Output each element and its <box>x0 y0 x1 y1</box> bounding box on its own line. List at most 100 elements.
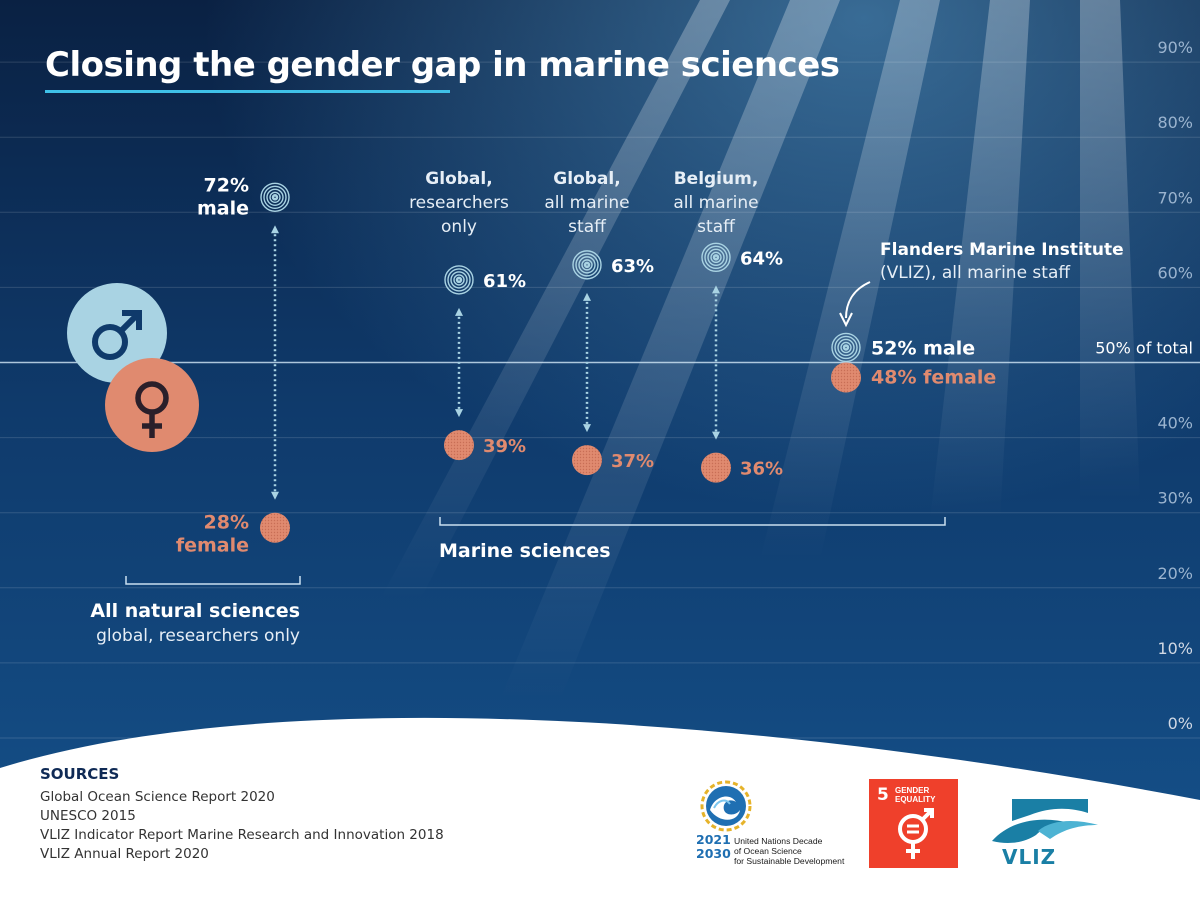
category-header: staff <box>697 217 736 237</box>
category-header: staff <box>568 217 607 237</box>
y-tick-label: 50% of total <box>1095 339 1193 358</box>
vliz-wordmark: VLIZ <box>1002 845 1057 869</box>
male-point-global-staff <box>572 250 602 280</box>
page-title: Closing the gender gap in marine science… <box>45 45 840 85</box>
male-point-all-natural <box>260 182 290 212</box>
male-ring <box>581 259 593 271</box>
sdg5-logo: 5 GENDER EQUALITY <box>869 779 958 868</box>
bracket-marine-sciences <box>439 517 946 526</box>
female-point-vliz <box>831 362 861 393</box>
male-point-vliz <box>831 332 861 363</box>
category-header: only <box>441 217 477 237</box>
female-point-belgium-staff <box>701 452 731 483</box>
bracket-natural-sciences <box>125 576 301 585</box>
vliz-wave-icon <box>992 799 1098 843</box>
male-symbol-stem <box>118 313 139 334</box>
source-item: VLIZ Annual Report 2020 <box>40 846 209 862</box>
male-ring <box>572 250 602 280</box>
sdg-label-line: EQUALITY <box>895 795 936 804</box>
male-ring <box>704 245 728 270</box>
group-subtitle: global, researchers only <box>96 626 300 646</box>
male-ring <box>453 274 465 286</box>
category-header: (VLIZ), all marine staff <box>880 263 1071 283</box>
female-value-label: 28% <box>204 512 249 534</box>
male-value-label: 72% <box>204 174 249 196</box>
male-value-label: 64% <box>740 248 783 269</box>
source-item: Global Ocean Science Report 2020 <box>40 789 275 805</box>
male-ring <box>578 256 596 274</box>
category-header: Global, <box>425 169 492 189</box>
female-point-all-natural <box>260 512 290 543</box>
un-decade-text: United Nations Decade of Ocean Science f… <box>734 836 844 866</box>
male-ring <box>271 194 279 201</box>
un-decade-years: 2021 2030 <box>696 833 731 861</box>
male-ring <box>263 185 287 209</box>
male-ring <box>583 261 591 269</box>
male-ring <box>710 251 722 264</box>
male-ring <box>842 344 850 351</box>
group-title: All natural sciences <box>90 600 300 622</box>
source-item: VLIZ Indicator Report Marine Research an… <box>40 827 444 843</box>
y-tick-label: 70% <box>1157 188 1193 207</box>
y-tick-label: 30% <box>1157 489 1193 508</box>
male-ring <box>575 253 599 277</box>
male-ring <box>840 341 852 354</box>
chart-marks: 72%male 28%female 61% 39% Global, researchers… <box>67 169 1124 646</box>
male-ring <box>707 248 725 267</box>
un-year-end: 2030 <box>696 846 731 861</box>
y-axis: 0% 10% 20% 30% 40% 50% of total 60% 70% 80% 90% <box>1095 38 1193 733</box>
female-symbol-disc <box>105 358 199 452</box>
y-tick-label: 20% <box>1157 564 1193 583</box>
male-ring <box>701 242 731 273</box>
male-value-label: 63% <box>611 256 654 277</box>
male-value-label: 61% <box>483 271 526 292</box>
source-item: UNESCO 2015 <box>40 808 136 824</box>
female-value-label: 39% <box>483 436 526 457</box>
callout-arrow-line <box>845 281 871 319</box>
light-ray <box>930 0 1030 520</box>
un-year-start: 2021 <box>696 832 731 847</box>
male-ring <box>834 335 858 360</box>
male-symbol-ring <box>92 324 128 360</box>
male-ring <box>260 182 290 212</box>
female-point-global-staff <box>572 445 602 476</box>
y-tick-label: 90% <box>1157 38 1193 57</box>
gender-equality-icon <box>898 808 934 859</box>
male-ring <box>447 268 471 292</box>
light-ray <box>1080 0 1140 500</box>
callout-arrow-head <box>839 312 853 328</box>
un-text-line: for Sustainable Development <box>734 856 845 866</box>
y-tick-label: 0% <box>1168 714 1193 733</box>
female-value-label: 37% <box>611 451 654 472</box>
male-symbol-icon <box>67 283 167 383</box>
vliz-logo: VLIZ <box>990 795 1100 875</box>
male-ring <box>831 332 861 363</box>
female-symbol-icon <box>105 358 199 452</box>
y-tick-label: 80% <box>1157 113 1193 132</box>
un-text-line: United Nations Decade <box>734 836 823 846</box>
male-symbol-arrow <box>122 310 142 330</box>
male-series-label: male <box>197 197 249 219</box>
female-series-label: female <box>176 535 249 557</box>
sdg-number: 5 <box>877 785 889 805</box>
light-ray <box>760 0 940 560</box>
male-ring <box>712 254 720 261</box>
category-header: all marine <box>673 193 758 213</box>
male-ring <box>455 276 463 284</box>
male-point-global-researchers <box>444 265 474 295</box>
category-header: Belgium, <box>674 169 759 189</box>
un-text-line: of Ocean Science <box>734 846 802 856</box>
male-value-label: 52% male <box>871 337 975 359</box>
male-point-belgium-staff <box>701 242 731 273</box>
female-point-global-researchers <box>444 430 474 461</box>
sdg-label-line: GENDER <box>895 786 930 795</box>
male-ring <box>450 271 468 289</box>
y-tick-label: 40% <box>1157 414 1193 433</box>
category-header: Global, <box>553 169 620 189</box>
ocean-wave-icon <box>700 780 752 832</box>
sdg-label: GENDER EQUALITY <box>895 786 935 804</box>
title-underline <box>45 90 450 93</box>
un-ocean-decade-logo: 2021 2030 United Nations Decade of Ocean… <box>696 778 846 873</box>
